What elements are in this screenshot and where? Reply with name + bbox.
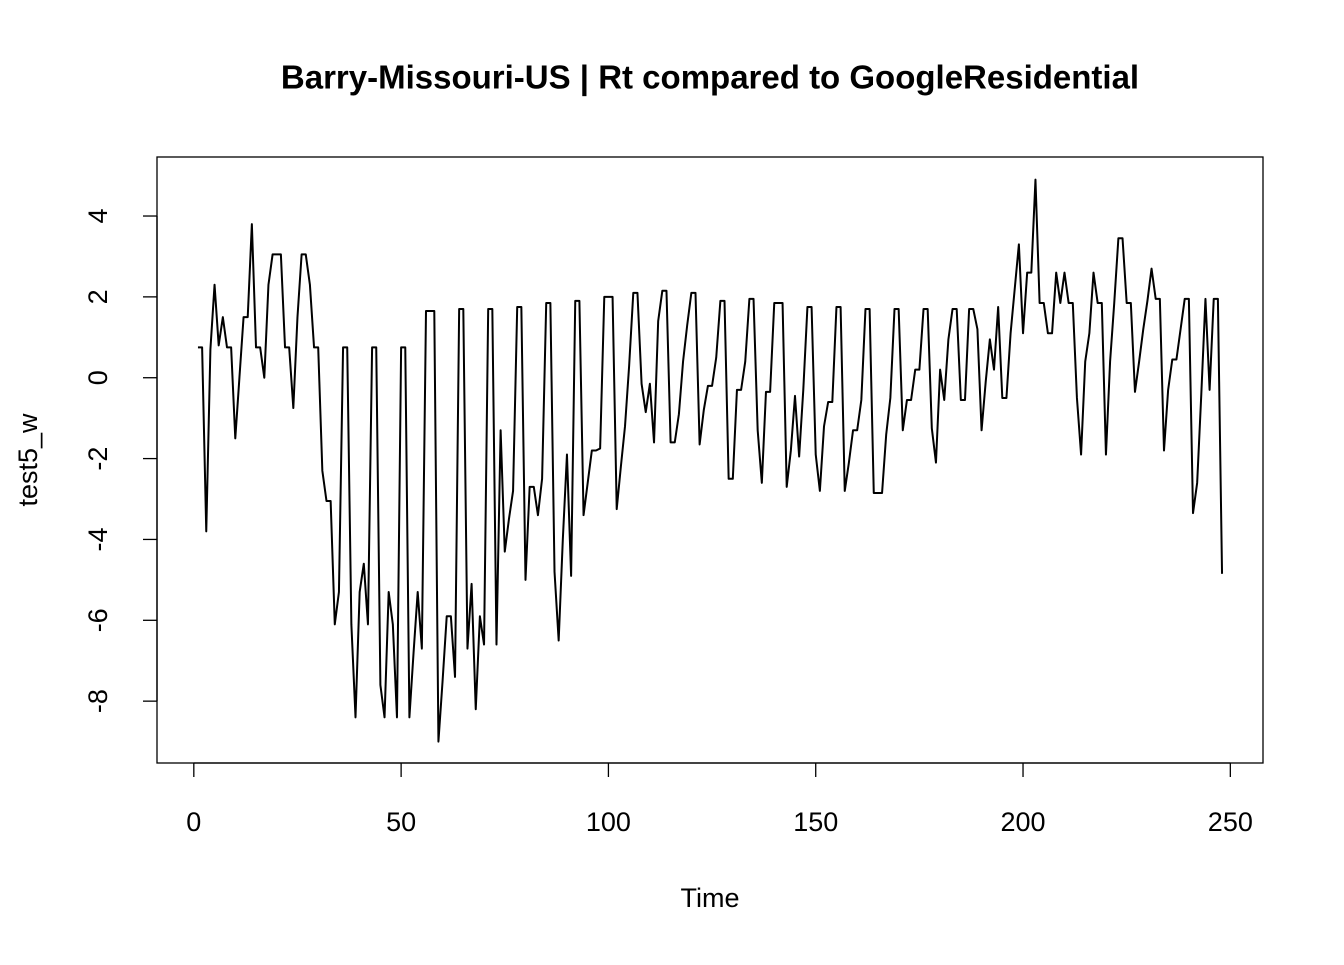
x-tick-label: 200: [1000, 807, 1045, 837]
y-tick-label: -4: [83, 527, 113, 551]
y-tick-label: -6: [83, 608, 113, 632]
x-axis-label: Time: [681, 883, 740, 913]
x-tick-label: 0: [186, 807, 201, 837]
y-tick-label: 0: [83, 370, 113, 385]
y-tick-label: 4: [83, 209, 113, 224]
y-tick-label: -8: [83, 689, 113, 713]
x-tick-label: 100: [586, 807, 631, 837]
y-tick-label: -2: [83, 447, 113, 471]
x-tick-label: 250: [1208, 807, 1253, 837]
x-tick-label: 50: [386, 807, 416, 837]
y-axis-label: test5_w: [13, 413, 43, 507]
y-tick-label: 2: [83, 289, 113, 304]
x-tick-label: 150: [793, 807, 838, 837]
chart-title: Barry-Missouri-US | Rt compared to Googl…: [281, 59, 1139, 96]
data-line: [197, 178, 1224, 743]
